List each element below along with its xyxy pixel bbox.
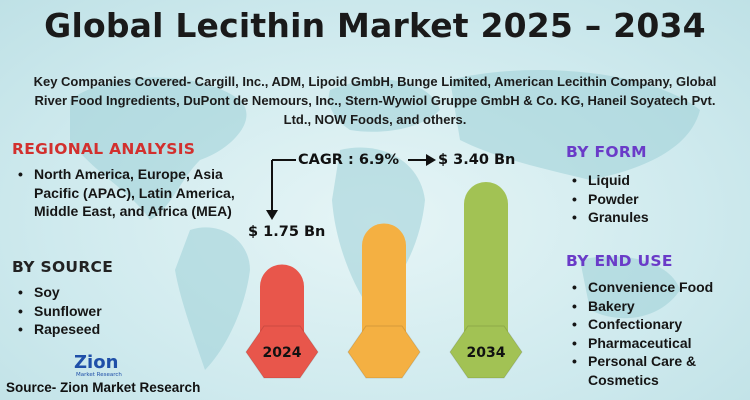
key-companies-text: Key Companies Covered- Cargill, Inc., AD… <box>33 74 717 127</box>
bullet-icon: • <box>18 166 23 182</box>
bullet-icon: • <box>572 334 577 351</box>
list-item: • Personal Care & Cosmetics <box>572 353 697 388</box>
source-list: • Soy • Sunflower • Rapeseed <box>12 283 212 339</box>
year-label-2024: 2024 <box>263 345 302 361</box>
list-item: • Liquid <box>572 172 630 188</box>
bullet-icon: • <box>572 190 577 207</box>
by-end-use-heading: BY END USE <box>566 252 673 270</box>
cagr-annotation: CAGR : 6.9% <box>298 152 400 168</box>
regional-list: • North America, Europe, Asia Pacific (AP… <box>12 165 237 221</box>
bullet-icon: • <box>572 316 577 332</box>
list-item: • North America, Europe, Asia Pacific (AP… <box>18 166 235 219</box>
list-item: • Sunflower <box>18 302 102 319</box>
list-item: • Rapeseed <box>18 321 101 337</box>
bullet-icon: • <box>18 284 23 300</box>
chart-svg: 2024 2034 <box>245 154 523 379</box>
bullet-icon: • <box>572 353 577 369</box>
bullet-icon: • <box>572 297 577 314</box>
bullet-icon: • <box>572 209 577 225</box>
logo-wordmark: Zion <box>74 352 118 373</box>
by-source-heading: BY SOURCE <box>12 258 114 276</box>
end-use-list: • Convenience Food • Bakery • Confectionary… <box>566 278 750 389</box>
arrow-head-down <box>266 210 278 220</box>
list-item: • Bakery <box>572 297 635 314</box>
source-credit: Source- Zion Market Research <box>6 380 201 395</box>
data-label-2034: $ 3.40 Bn <box>438 152 516 168</box>
year-label-2034: 2034 <box>467 345 506 361</box>
hexagon-base-2024 <box>245 325 319 379</box>
cagr-arrows <box>266 154 436 220</box>
bullet-icon: • <box>572 172 577 188</box>
page-title: Global Lecithin Market 2025 – 2034 <box>44 6 706 45</box>
bullet-icon: • <box>18 302 23 319</box>
zion-logo: Zion Market Research <box>74 352 122 378</box>
list-item: • Powder <box>572 190 639 207</box>
list-item: • Pharmaceutical <box>572 334 692 351</box>
bar-2034 <box>464 182 508 352</box>
list-item: • Convenience Food <box>572 279 714 295</box>
bar-middle <box>362 223 406 352</box>
data-label-2024: $ 1.75 Bn <box>248 224 326 240</box>
regional-analysis-heading: REGIONAL ANALYSIS <box>12 140 196 158</box>
list-item: • Granules <box>572 209 649 225</box>
hexagon-base-2034 <box>449 325 523 379</box>
logo-subtitle: Market Research <box>76 372 122 378</box>
list-item: • Soy <box>18 284 60 300</box>
bullet-icon: • <box>18 321 23 337</box>
list-item: • Confectionary <box>572 316 683 332</box>
form-list: • Liquid • Powder • Granules <box>566 171 736 227</box>
by-form-heading: BY FORM <box>566 143 647 161</box>
bullet-icon: • <box>572 279 577 295</box>
hexagon-base-middle <box>347 325 421 379</box>
market-growth-chart: 2024 2034 CAGR : 6.9% $ 3.40 Bn $ 1.75 Bn <box>230 140 560 400</box>
arrow-head-right <box>426 154 436 166</box>
